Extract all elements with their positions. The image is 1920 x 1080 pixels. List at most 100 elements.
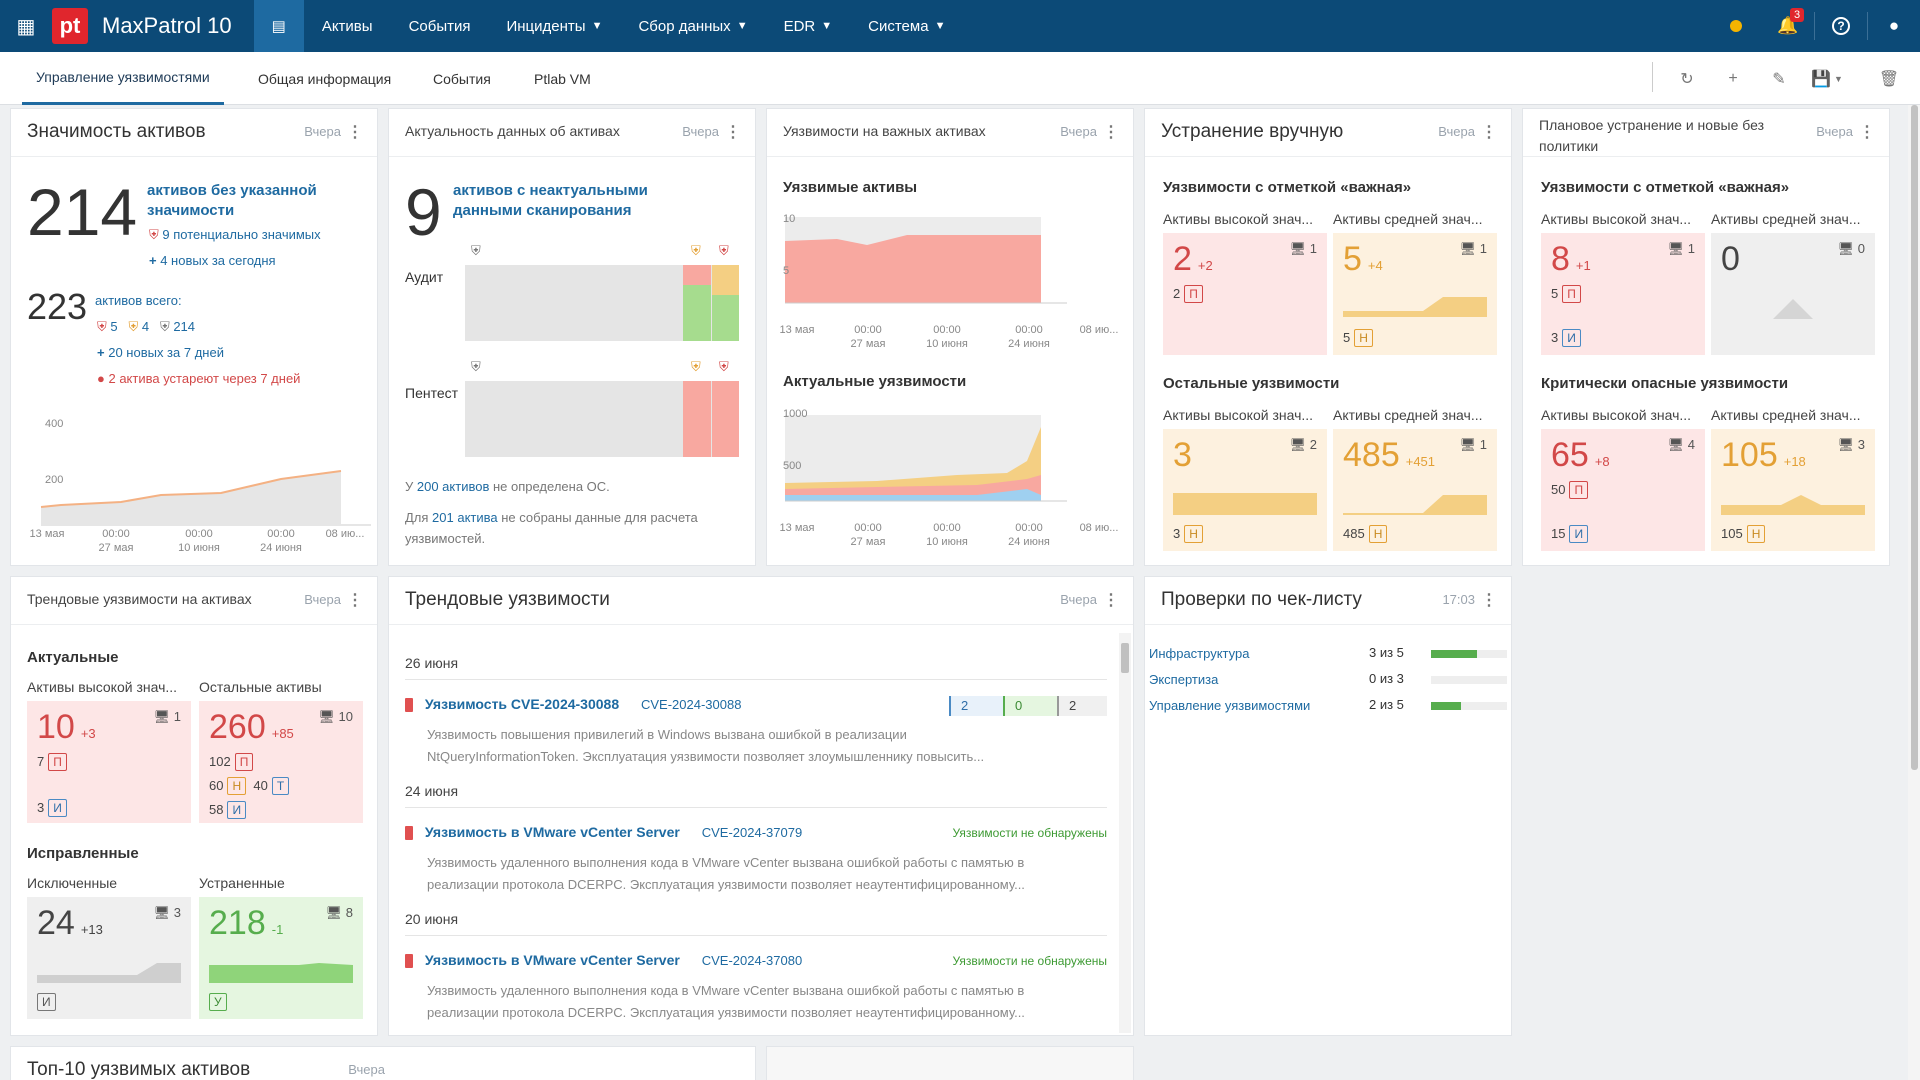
save-button[interactable]: 💾 ▼ bbox=[1802, 52, 1852, 105]
potential-importance-link[interactable]: 9 потенциально значимых bbox=[162, 227, 321, 242]
manual-other-mid-card[interactable]: 485 +451 🖥 1 485 Н bbox=[1333, 429, 1497, 551]
assets-without-importance-count[interactable]: 214 bbox=[27, 175, 138, 249]
widget-header: Устранение вручную Вчера ⋮ bbox=[1145, 109, 1511, 157]
axis-label: 13 мая bbox=[779, 522, 815, 534]
pentest-bar-high[interactable] bbox=[712, 381, 739, 457]
notifications-button[interactable]: 🔔 3 bbox=[1762, 0, 1814, 52]
low-importance-count[interactable]: 214 bbox=[173, 319, 196, 334]
widget-menu-icon[interactable]: ⋮ bbox=[347, 592, 363, 609]
widget-menu-icon[interactable]: ⋮ bbox=[347, 124, 363, 141]
scrollbar-thumb[interactable] bbox=[1121, 643, 1129, 673]
assets-without-importance-link[interactable]: активов без указанной значимости bbox=[147, 182, 317, 219]
vuln-title-link[interactable]: Уязвимость в VMware vCenter Server bbox=[424, 824, 680, 840]
vuln-title-link[interactable]: Уязвимость CVE-2024-30088 bbox=[424, 696, 620, 712]
tab-vuln-management[interactable]: Управление уязвимостями bbox=[22, 52, 224, 105]
widget-placeholder bbox=[766, 1046, 1134, 1080]
divider bbox=[1814, 12, 1815, 40]
widget-menu-icon[interactable]: ⋮ bbox=[1103, 592, 1119, 609]
cve-link[interactable]: CVE-2024-30088 bbox=[641, 697, 742, 712]
audit-bar-high-yellow[interactable] bbox=[712, 265, 739, 295]
checklist-label[interactable]: Экспертиза bbox=[1149, 672, 1219, 687]
user-menu-button[interactable]: ● bbox=[1868, 0, 1920, 52]
nav-edr[interactable]: EDR ▼ bbox=[766, 0, 851, 52]
cve-link[interactable]: CVE-2024-37079 bbox=[701, 825, 803, 840]
audit-bar-mid-red[interactable] bbox=[683, 265, 711, 285]
shield-grey-icon: ⛨ bbox=[471, 243, 481, 258]
trend-actual-other-card[interactable]: 260 +85 🖥 10 102 П 60 Н 40 Т 58 И bbox=[199, 701, 363, 823]
widget-date: Вчера bbox=[304, 124, 341, 139]
card-row: У bbox=[209, 993, 227, 1011]
trend-excluded-card[interactable]: 24 +13 🖥 3 И bbox=[27, 897, 191, 1019]
list-scrollbar[interactable] bbox=[1119, 633, 1131, 1033]
expiring-assets-row[interactable]: ● 2 актива устареют через 7 дней bbox=[97, 371, 300, 386]
os-undetected-link[interactable]: 200 активов bbox=[416, 479, 490, 494]
chart-y-label: 400 bbox=[45, 418, 63, 430]
no-vuln-data-link[interactable]: 201 актива bbox=[432, 510, 498, 525]
widget-menu-icon[interactable]: ⋮ bbox=[1859, 124, 1875, 141]
tag-n: Н bbox=[1368, 525, 1388, 543]
checklist-label[interactable]: Инфраструктура bbox=[1149, 646, 1250, 661]
new-today-row[interactable]: + 4 новых за сегодня bbox=[149, 253, 276, 268]
stat-total[interactable]: 2 bbox=[1057, 696, 1107, 716]
nav-data-collection[interactable]: Сбор данных ▼ bbox=[620, 0, 765, 52]
new-today-link[interactable]: 4 новых за сегодня bbox=[160, 253, 276, 268]
tab-general-info[interactable]: Общая информация bbox=[244, 52, 405, 105]
tab-events[interactable]: События bbox=[419, 52, 505, 105]
tab-ptlab-vm[interactable]: Ptlab VM bbox=[520, 52, 605, 105]
refresh-button[interactable]: ↻ bbox=[1664, 52, 1710, 105]
apps-menu-icon[interactable]: ▦ bbox=[16, 15, 36, 38]
product-name: MaxPatrol 10 bbox=[102, 13, 232, 38]
nav-incidents[interactable]: Инциденты ▼ bbox=[488, 0, 620, 52]
scrollbar-thumb[interactable] bbox=[1911, 105, 1918, 770]
nav-system[interactable]: Система ▼ bbox=[850, 0, 963, 52]
expiring-assets-link[interactable]: 2 актива устареют через 7 дней bbox=[108, 371, 301, 386]
card-delta: +1 bbox=[1575, 258, 1591, 273]
delete-button[interactable]: 🗑 bbox=[1866, 52, 1912, 105]
potential-importance-row[interactable]: ⛨ 9 потенциально значимых bbox=[149, 227, 321, 243]
widget-menu-icon[interactable]: ⋮ bbox=[1103, 124, 1119, 141]
status-indicator[interactable] bbox=[1710, 0, 1762, 52]
outdated-assets-link[interactable]: активов с неактуальными данными сканиров… bbox=[453, 182, 648, 219]
planned-critical-mid-card[interactable]: 105 +18 🖥 3 105 Н bbox=[1711, 429, 1875, 551]
high-importance-count[interactable]: 5 bbox=[110, 319, 118, 334]
pentest-bar-mid[interactable] bbox=[683, 381, 711, 457]
outdated-assets-count[interactable]: 9 bbox=[405, 175, 442, 249]
cve-link[interactable]: CVE-2024-37080 bbox=[701, 953, 803, 968]
vuln-title-link[interactable]: Уязвимость в VMware vCenter Server bbox=[424, 952, 680, 968]
edit-button[interactable]: ✎ bbox=[1756, 52, 1802, 105]
stat-detected[interactable]: 2 bbox=[949, 696, 1003, 716]
checklist-label[interactable]: Управление уязвимостями bbox=[1149, 698, 1311, 713]
axis-label: 00:00 10 июня bbox=[919, 521, 975, 549]
mid-importance-count[interactable]: 4 bbox=[141, 319, 150, 334]
planned-critical-high-card[interactable]: 65 +8 🖥 4 50 П 15 И bbox=[1541, 429, 1705, 551]
shield-red-icon: ⛨ bbox=[97, 319, 107, 334]
new-week-link[interactable]: 20 новых за 7 дней bbox=[108, 345, 224, 360]
widget-menu-icon[interactable]: ⋮ bbox=[1481, 124, 1497, 141]
nav-assets[interactable]: Активы bbox=[304, 0, 391, 52]
nav-dashboard[interactable]: ▤ bbox=[253, 0, 304, 52]
chevron-down-icon: ▼ bbox=[934, 20, 946, 32]
widget-menu-icon[interactable]: ⋮ bbox=[1481, 592, 1497, 609]
checklist-row[interactable]: Инфраструктура 3 из 5 bbox=[1149, 645, 1507, 671]
checklist-row[interactable]: Управление уязвимостями 2 из 5 bbox=[1149, 697, 1507, 723]
nav-events[interactable]: События bbox=[391, 0, 489, 52]
card-row-count: 50 bbox=[1551, 482, 1566, 497]
new-week-row[interactable]: + 20 новых за 7 дней bbox=[97, 345, 224, 360]
total-assets-count[interactable]: 223 bbox=[27, 286, 88, 327]
axis-date: 27 мая bbox=[850, 536, 886, 548]
help-button[interactable]: ? bbox=[1815, 0, 1867, 52]
add-widget-button[interactable]: + bbox=[1710, 52, 1756, 105]
page-scrollbar[interactable] bbox=[1908, 105, 1920, 1080]
stat-fixed[interactable]: 0 bbox=[1003, 696, 1057, 716]
planned-important-mid-card[interactable]: 0 🖥 0 bbox=[1711, 233, 1875, 355]
checklist-row[interactable]: Экспертиза 0 из 3 bbox=[1149, 671, 1507, 697]
widget-menu-icon[interactable]: ⋮ bbox=[725, 124, 741, 141]
sparkline-area bbox=[209, 963, 353, 983]
sparkline-area bbox=[1343, 297, 1487, 317]
trend-fixed-card[interactable]: 218 -1 🖥 8 У bbox=[199, 897, 363, 1019]
